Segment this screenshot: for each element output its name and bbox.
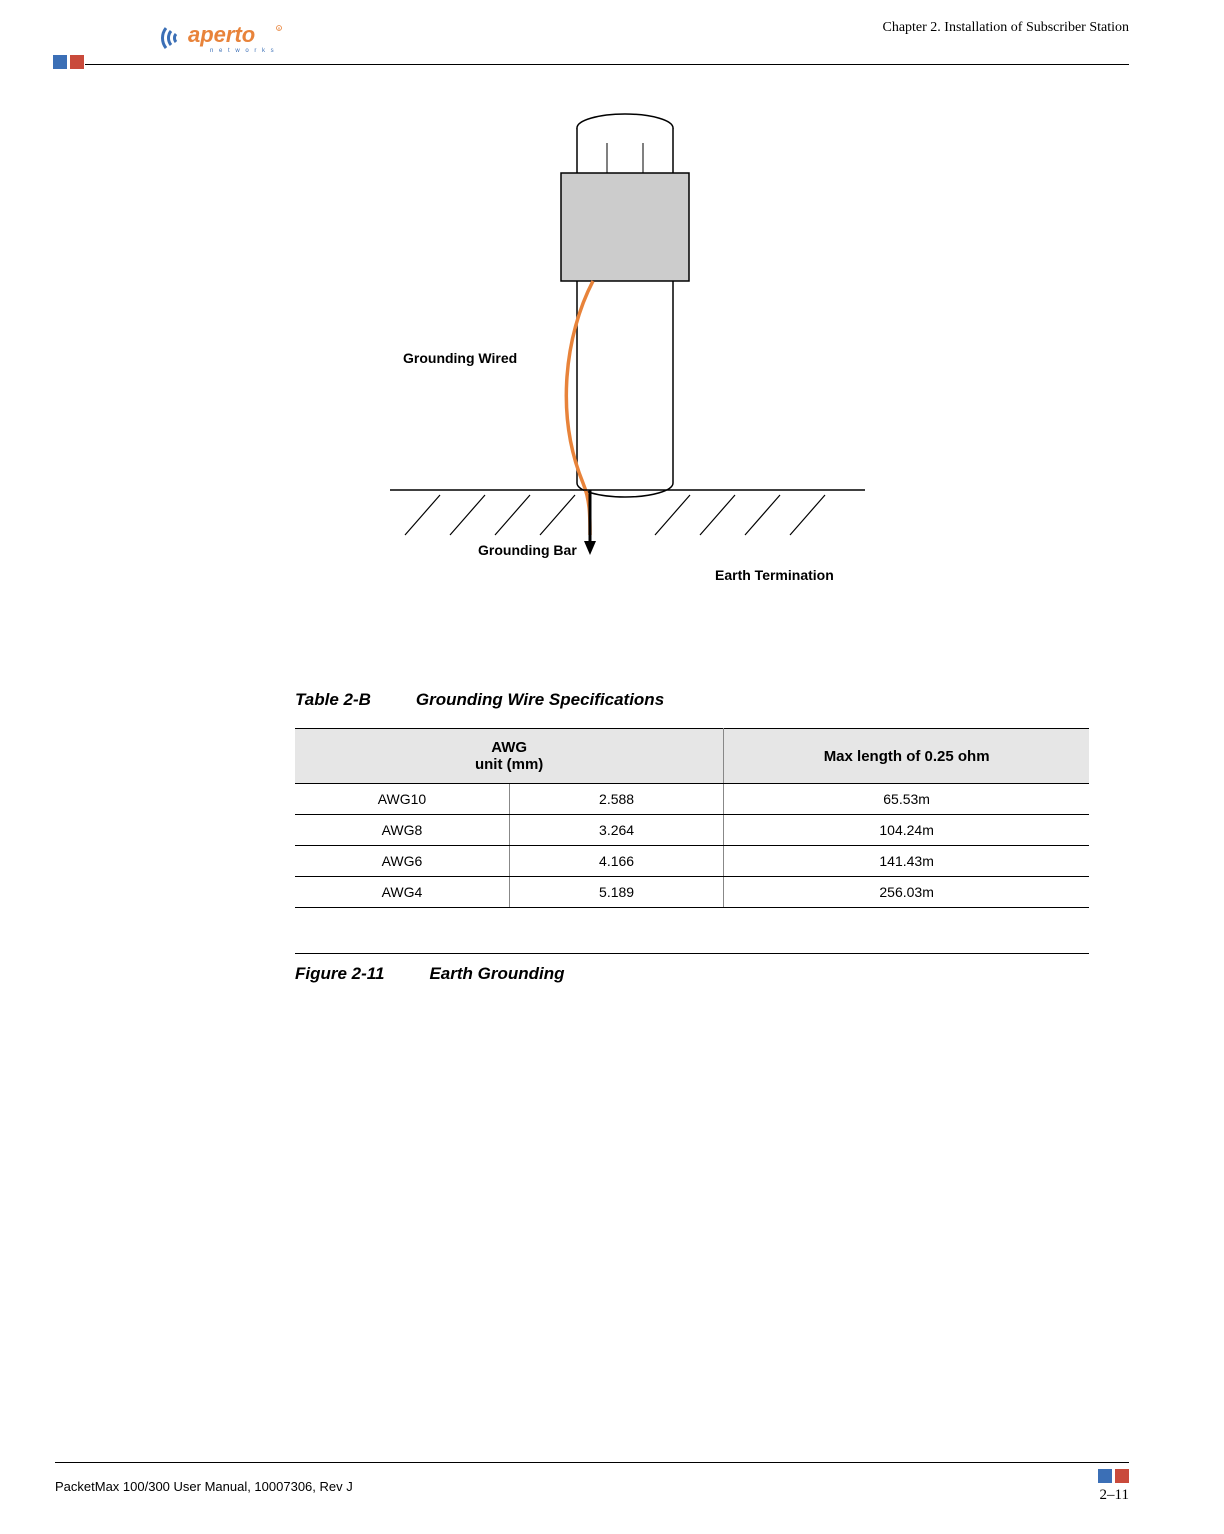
svg-text:n e t w o r k s: n e t w o r k s bbox=[210, 48, 276, 54]
cell: 3.264 bbox=[509, 815, 723, 846]
col-header-awg-l2: unit (mm) bbox=[475, 756, 543, 773]
label-earth-termination: Earth Termination bbox=[715, 567, 834, 583]
page-number: 2–11 bbox=[1100, 1487, 1129, 1503]
svg-text:aperto: aperto bbox=[188, 22, 255, 47]
page-footer: PacketMax 100/300 User Manual, 10007306,… bbox=[55, 1462, 1129, 1504]
footer-mark-blue bbox=[1098, 1469, 1112, 1483]
table-title: Grounding Wire Specifications bbox=[416, 690, 664, 710]
cell: 141.43m bbox=[724, 846, 1089, 877]
grounding-wire-spec-table: AWG unit (mm) Max length of 0.25 ohm AWG… bbox=[295, 728, 1089, 908]
cell: 65.53m bbox=[724, 784, 1089, 815]
table-row: AWG6 4.166 141.43m bbox=[295, 846, 1089, 877]
earth-grounding-diagram: Grounding Wired Grounding Bar Earth Term bbox=[335, 105, 865, 635]
figure-caption-block: Figure 2-11 Earth Grounding bbox=[295, 953, 1089, 984]
footer-marks bbox=[1098, 1469, 1129, 1483]
cell: 5.189 bbox=[509, 877, 723, 908]
table-row: AWG10 2.588 65.53m bbox=[295, 784, 1089, 815]
table-caption: Table 2-B Grounding Wire Specifications bbox=[295, 690, 1089, 710]
col-header-max-l1: Max length of 0.25 ohm bbox=[824, 748, 990, 765]
figure-caption: Figure 2-11 Earth Grounding bbox=[295, 964, 1089, 984]
page-content: Grounding Wired Grounding Bar Earth Term bbox=[295, 105, 1089, 984]
footer-rule bbox=[55, 1462, 1129, 1463]
header-mark-blue bbox=[53, 55, 67, 69]
header-rule bbox=[85, 64, 1129, 65]
table-header-row: AWG unit (mm) Max length of 0.25 ohm bbox=[295, 729, 1089, 784]
aperto-logo-icon: aperto R n e t w o r k s bbox=[160, 20, 290, 56]
header-mark-red bbox=[70, 55, 84, 69]
cell: AWG4 bbox=[295, 877, 509, 908]
col-header-awg-l1: AWG bbox=[491, 739, 527, 756]
cell: 4.166 bbox=[509, 846, 723, 877]
cell: AWG10 bbox=[295, 784, 509, 815]
cell: AWG8 bbox=[295, 815, 509, 846]
logo: aperto R n e t w o r k s bbox=[160, 20, 290, 56]
manual-label: PacketMax 100/300 User Manual, 10007306,… bbox=[55, 1479, 353, 1494]
figure-number: Figure 2-11 bbox=[295, 964, 384, 984]
cell: 256.03m bbox=[724, 877, 1089, 908]
chapter-label: Chapter 2. Installation of Subscriber St… bbox=[882, 20, 1129, 36]
label-grounding-bar: Grounding Bar bbox=[478, 542, 577, 558]
page-header: aperto R n e t w o r k s Chapter 2. Inst… bbox=[160, 20, 1129, 56]
col-header-awg: AWG unit (mm) bbox=[295, 729, 724, 784]
figure-title: Earth Grounding bbox=[429, 964, 564, 984]
col-header-max: Max length of 0.25 ohm bbox=[724, 729, 1089, 784]
cell: 2.588 bbox=[509, 784, 723, 815]
table-row: AWG4 5.189 256.03m bbox=[295, 877, 1089, 908]
header-marks bbox=[53, 55, 84, 69]
label-grounding-wired: Grounding Wired bbox=[403, 350, 517, 366]
table-number: Table 2-B bbox=[295, 690, 371, 710]
cell: 104.24m bbox=[724, 815, 1089, 846]
table-row: AWG8 3.264 104.24m bbox=[295, 815, 1089, 846]
footer-mark-red bbox=[1115, 1469, 1129, 1483]
cell: AWG6 bbox=[295, 846, 509, 877]
document-page: aperto R n e t w o r k s Chapter 2. Inst… bbox=[0, 0, 1224, 1534]
